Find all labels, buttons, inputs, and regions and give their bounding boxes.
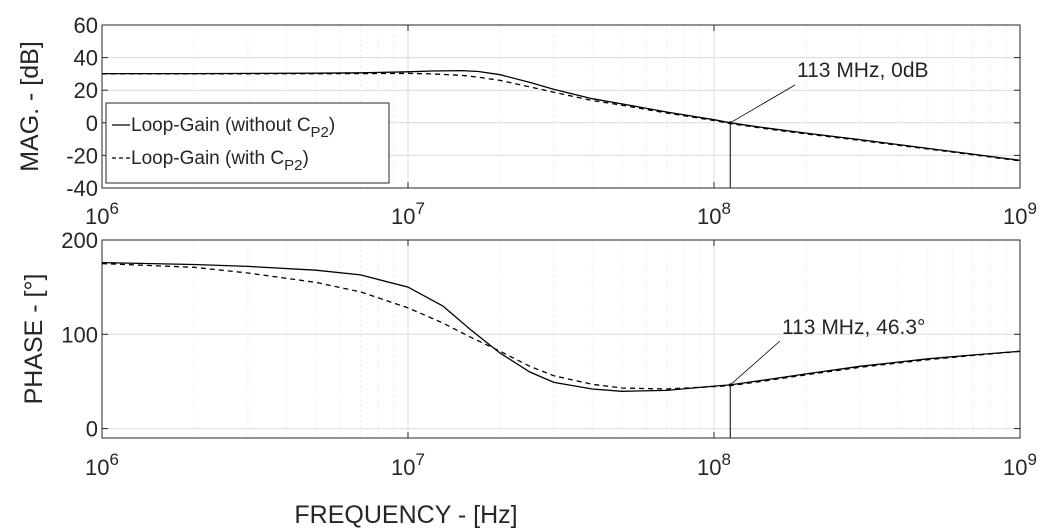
- series-line-without-cp2: [101, 261, 1021, 392]
- y-tick-label: 0: [86, 111, 98, 136]
- annotation-leader-line: [730, 84, 796, 124]
- legend-box: [105, 102, 390, 184]
- annotation-point: [728, 121, 732, 125]
- legend-entry: Loop-Gain (without CP2): [131, 115, 335, 141]
- y-tick-label: 40: [74, 46, 98, 71]
- phase-plot: 0 100 200 106 107 108 109 PHASE - [°] 113 MHz, 4…: [20, 228, 1037, 480]
- legend: Loop-Gain (without CP2) Loop-Gain (with C…: [105, 102, 390, 184]
- x-tick-label: 107: [391, 199, 425, 229]
- series-line-with-cp2: [101, 262, 1021, 390]
- x-tick-label: 107: [391, 450, 425, 480]
- magnitude-axes-box: [101, 24, 1021, 189]
- x-tick-label: 109: [1003, 199, 1037, 229]
- y-tick-label: -40: [66, 176, 98, 201]
- magnitude-annotation: 113 MHz, 0dB: [797, 59, 929, 82]
- x-tick-label: 106: [85, 199, 119, 229]
- series-line-with-cp2: [102, 72, 1021, 162]
- phase-annotation: 113 MHz, 46.3°: [782, 316, 925, 339]
- series-line-without-cp2: [102, 69, 1021, 161]
- x-axis-label: FREQUENCY - [Hz]: [294, 501, 517, 529]
- y-tick-label: 20: [74, 78, 98, 103]
- y-tick-label: 200: [61, 228, 98, 253]
- annotation-point: [728, 383, 732, 387]
- x-tick-label: 109: [1003, 450, 1037, 480]
- x-tick-label: 108: [697, 450, 731, 480]
- annotation-leader-line: [729, 340, 781, 386]
- phase-y-axis-label: PHASE - [°]: [20, 274, 48, 405]
- y-tick-label: -20: [66, 143, 98, 168]
- legend-entry: Loop-Gain (with CP2): [131, 148, 309, 174]
- y-tick-label: 100: [61, 322, 98, 347]
- x-tick-label: 106: [85, 450, 119, 480]
- phase-axes-box: [101, 239, 1021, 439]
- x-tick-label: 108: [697, 199, 731, 229]
- phase-plot-area: [102, 240, 1020, 438]
- y-tick-label: 0: [86, 417, 98, 442]
- magnitude-y-axis-label: MAG. - [dB]: [16, 41, 44, 172]
- y-tick-label: 60: [74, 13, 98, 38]
